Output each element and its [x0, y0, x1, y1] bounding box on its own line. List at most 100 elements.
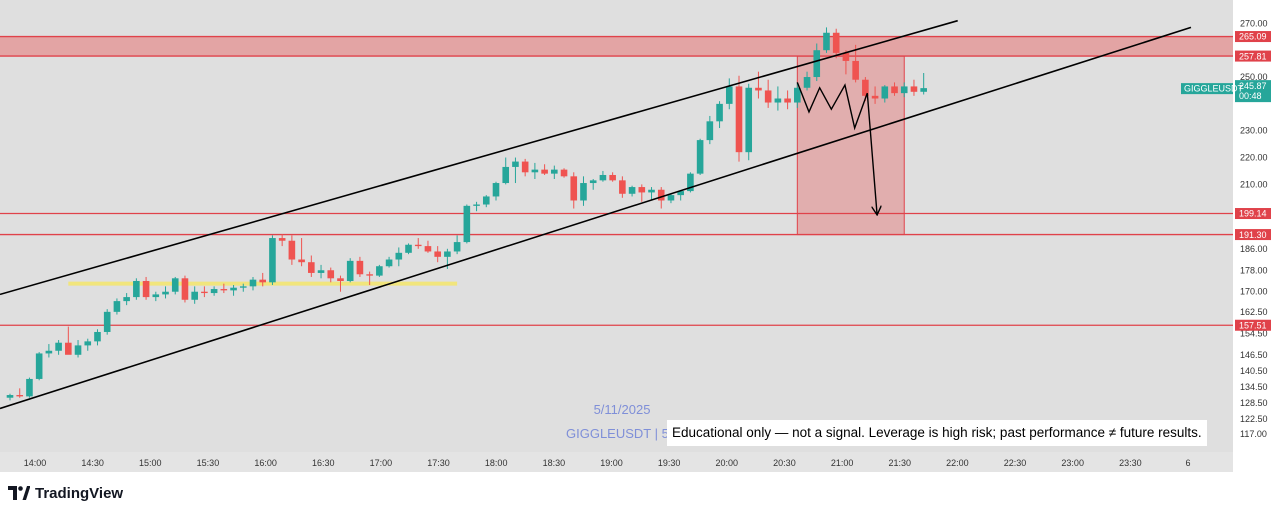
y-tick-13: 230.00	[1240, 126, 1268, 136]
candle-10	[103, 309, 111, 335]
candle-body-18	[181, 278, 189, 300]
y-tick-4: 140.50	[1240, 366, 1268, 376]
x-tick-6: 17:00	[370, 458, 393, 468]
candle-body-62	[609, 174, 616, 181]
candle-89	[871, 86, 879, 104]
candle-body-37	[366, 274, 373, 276]
candle-70	[687, 172, 694, 193]
tradingview-brand[interactable]: TradingView	[8, 482, 123, 504]
candle-body-39	[385, 259, 393, 267]
x-tick-7: 17:30	[427, 458, 450, 468]
candle-27	[269, 235, 276, 286]
level-tag-4[interactable]: 157.51	[1235, 319, 1271, 331]
candle-32	[317, 264, 325, 279]
candle-51	[502, 157, 510, 185]
candle-body-58	[570, 176, 578, 201]
candle-body-70	[687, 173, 694, 192]
candle-body-1	[16, 395, 24, 397]
candle-body-83	[813, 50, 821, 78]
candle-57	[560, 168, 568, 178]
candle-75	[735, 75, 743, 162]
candle-28	[278, 234, 286, 247]
candle-20	[201, 286, 208, 298]
candle-47	[463, 204, 471, 244]
level-tag-2[interactable]: 199.14	[1235, 208, 1271, 220]
candle-body-93	[910, 86, 918, 92]
candle-25	[249, 276, 257, 291]
candle-body-36	[356, 260, 364, 275]
channel-lower-line[interactable]	[0, 26, 1192, 410]
candle-body-85	[832, 32, 840, 53]
level-tag-3[interactable]: 191.30	[1235, 229, 1271, 241]
y-tick-15: 270.00	[1240, 18, 1268, 28]
candle-2	[26, 377, 33, 398]
candle-body-17	[171, 278, 179, 292]
candle-body-13	[133, 280, 140, 298]
level-tag-text-4: 157.51	[1239, 320, 1267, 330]
candle-body-5	[55, 342, 62, 351]
candle-63	[619, 176, 626, 198]
candle-11	[113, 298, 121, 315]
candle-body-94	[920, 88, 927, 92]
candle-body-55	[541, 169, 548, 174]
series-label-bg	[1181, 83, 1233, 95]
candle-body-78	[764, 90, 772, 103]
candle-62	[609, 172, 616, 182]
candle-87	[852, 44, 859, 83]
x-tick-1: 14:30	[81, 458, 104, 468]
level-tag-text-0: 265.09	[1239, 32, 1267, 42]
level-tag-1[interactable]: 257.81	[1235, 50, 1271, 62]
level-tag-bg-0	[1235, 31, 1271, 43]
candle-39	[385, 256, 393, 268]
candle-body-67	[657, 189, 665, 201]
projection-path[interactable]	[796, 82, 877, 213]
candle-body-0	[6, 395, 14, 398]
candle-67	[657, 187, 665, 209]
x-tick-14: 21:00	[831, 458, 854, 468]
candle-0	[6, 393, 14, 401]
candle-83	[813, 43, 821, 82]
candle-body-3	[35, 353, 43, 379]
candle-body-60	[589, 180, 597, 184]
candle-9	[94, 329, 101, 346]
candle-80	[784, 90, 791, 110]
current-price-value: 245.87	[1239, 81, 1267, 91]
series-label-tag[interactable]: GIGGLEUSDT	[1181, 83, 1244, 95]
candle-body-87	[852, 60, 859, 80]
x-tick-4: 16:00	[254, 458, 277, 468]
candle-body-21	[210, 289, 218, 294]
candle-body-32	[317, 270, 325, 273]
channel-upper-line[interactable]	[0, 19, 958, 296]
y-tick-5: 146.50	[1240, 350, 1268, 360]
series-label-text: GIGGLEUSDT	[1184, 84, 1244, 94]
candle-body-20	[201, 291, 208, 294]
candle-53	[521, 158, 529, 177]
candle-body-46	[453, 242, 461, 252]
candle-body-65	[638, 187, 646, 193]
candle-body-30	[298, 259, 305, 263]
candle-44	[434, 246, 441, 263]
resistance-zone	[0, 36, 1233, 57]
candle-56	[551, 165, 558, 180]
candle-body-68	[667, 195, 675, 201]
candle-body-50	[492, 183, 500, 197]
candle-body-63	[619, 180, 626, 194]
candle-71	[696, 138, 704, 175]
x-tick-18: 23:00	[1061, 458, 1084, 468]
candle-42	[414, 238, 422, 249]
candle-93	[910, 79, 918, 96]
candle-19	[191, 286, 198, 304]
candle-body-76	[745, 87, 753, 153]
candle-body-10	[103, 311, 111, 332]
candle-body-80	[784, 98, 791, 103]
candle-58	[570, 172, 578, 209]
candle-body-28	[278, 238, 286, 241]
level-tag-0[interactable]: 265.09	[1235, 31, 1271, 43]
candle-60	[589, 179, 597, 190]
level-tag-text-2: 199.14	[1239, 209, 1267, 219]
y-tick-9: 178.00	[1240, 265, 1268, 275]
candle-79	[774, 86, 782, 111]
target-zone-box[interactable]	[796, 55, 905, 236]
